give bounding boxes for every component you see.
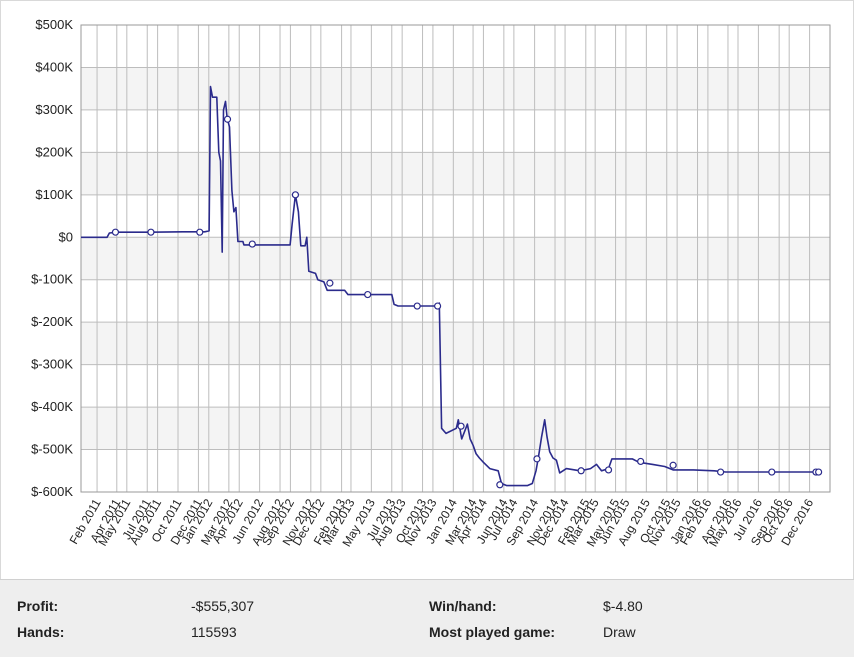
y-tick-label: $-400K: [31, 399, 73, 414]
data-point-marker: [223, 115, 232, 123]
data-point-marker: [326, 279, 334, 287]
data-point-marker: [604, 466, 613, 474]
y-tick-label: $-600K: [31, 484, 73, 499]
chart-container: $500K $400K $300K $200K $100K $0 $-100K $-200K $…: [0, 0, 854, 580]
y-tick-label: $-100K: [31, 272, 73, 287]
y-tick-label: $-300K: [31, 357, 73, 372]
y-tick-label: $-500K: [31, 442, 73, 457]
data-point-marker: [196, 228, 204, 236]
profit-value: -$555,307: [191, 598, 255, 614]
winhand-value: $-4.80: [603, 598, 643, 614]
grid-band: [81, 67, 830, 110]
data-point-marker: [147, 228, 155, 236]
profit-label: Profit:: [17, 598, 59, 614]
data-point-marker: [413, 302, 421, 310]
most-played-game-value: Draw: [603, 624, 636, 640]
y-tick-label: $-200K: [31, 314, 73, 329]
data-point-marker: [364, 290, 372, 299]
y-tick-label: $400K: [35, 59, 73, 74]
data-point-marker: [457, 422, 465, 430]
hands-label: Hands:: [17, 624, 65, 640]
grid-band: [81, 152, 830, 195]
most-played-game-label: Most played game:: [429, 624, 556, 640]
data-point-marker: [577, 467, 585, 475]
plot-border: [80, 24, 831, 493]
data-point-marker: [669, 461, 677, 469]
data-point-marker: [717, 468, 725, 476]
data-point-marker: [768, 468, 776, 476]
data-point-marker: [533, 455, 541, 463]
winhand-label: Win/hand:: [429, 598, 497, 614]
hands-value: 115593: [191, 624, 237, 640]
data-point-marker: [248, 240, 256, 248]
data-point-marker: [111, 228, 120, 236]
profit-chart: $500K $400K $300K $200K $100K $0 $-100K $-200K $…: [31, 17, 831, 549]
data-point-marker: [815, 468, 823, 476]
y-tick-label: $100K: [35, 187, 73, 202]
stats-panel: Profit: -$555,307 Hands: 115593 Win/hand…: [0, 579, 854, 657]
profit-series-line: [81, 85, 820, 487]
data-point-marker: [434, 302, 442, 310]
y-tick-label: $0: [59, 229, 73, 244]
data-point-marker: [637, 457, 645, 466]
data-point-marker: [291, 191, 300, 199]
y-tick-label: $200K: [35, 144, 73, 159]
y-tick-label: $300K: [35, 102, 73, 117]
y-tick-label: $500K: [35, 17, 73, 32]
grid-band: [81, 322, 830, 365]
data-point-marker: [496, 481, 504, 489]
grid-band: [81, 237, 830, 280]
